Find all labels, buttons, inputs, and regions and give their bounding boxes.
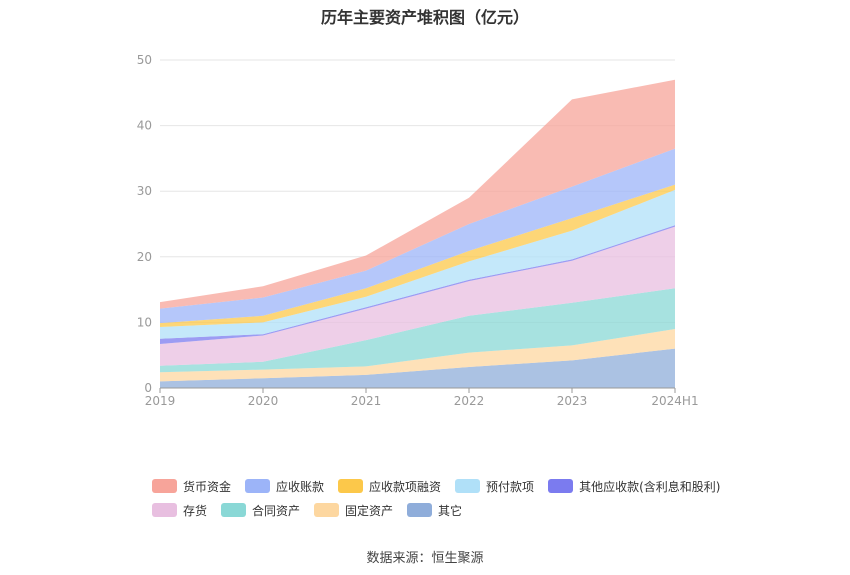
area-合同资产 bbox=[160, 288, 675, 373]
legend-label: 应收款项融资 bbox=[369, 479, 442, 494]
y-tick-label: 50 bbox=[137, 53, 152, 67]
legend-item-其他应收款含利息和股利[interactable]: 其他应收款(含利息和股利) bbox=[548, 478, 720, 495]
legend-swatch bbox=[152, 503, 177, 517]
legend-swatch bbox=[152, 479, 177, 493]
legend-swatch bbox=[338, 479, 364, 493]
legend-item-预付款项[interactable]: 预付款项 bbox=[455, 478, 534, 495]
legend-swatch bbox=[407, 503, 433, 517]
legend-label: 其他应收款(含利息和股利) bbox=[579, 479, 721, 494]
legend-swatch bbox=[221, 503, 247, 517]
legend-label: 其它 bbox=[438, 503, 463, 518]
legend-label: 固定资产 bbox=[345, 503, 394, 518]
legend-item-货币资金[interactable]: 货币资金 bbox=[152, 478, 231, 495]
x-tick-label: 2024H1 bbox=[651, 394, 698, 408]
legend-item-固定资产[interactable]: 固定资产 bbox=[314, 502, 393, 519]
legend-label: 应收账款 bbox=[276, 479, 325, 494]
x-tick-label: 2023 bbox=[557, 394, 588, 408]
legend-item-存货[interactable]: 存货 bbox=[152, 502, 207, 519]
y-tick-label: 20 bbox=[137, 250, 152, 264]
legend-item-合同资产[interactable]: 合同资产 bbox=[221, 502, 300, 519]
source-note: 数据来源：恒生聚源 bbox=[366, 551, 484, 566]
legend-item-应收账款[interactable]: 应收账款 bbox=[245, 478, 324, 495]
legend-swatch bbox=[548, 479, 574, 493]
legend-row: 货币资金 应收账款 应收款项融资 预付款项 其他应收款(含利息和股利) bbox=[152, 474, 752, 498]
area-货币资金 bbox=[160, 79, 675, 309]
legend-swatch bbox=[455, 479, 481, 493]
legend-label: 预付款项 bbox=[486, 479, 535, 494]
y-tick-label: 10 bbox=[137, 315, 152, 329]
legend-row: 存货 合同资产 固定资产 其它 bbox=[152, 498, 752, 522]
legend-label: 货币资金 bbox=[183, 479, 232, 494]
legend: 货币资金 应收账款 应收款项融资 预付款项 其他应收款(含利息和股利) 存货 合同资产 固定资… bbox=[152, 474, 752, 522]
y-tick-label: 40 bbox=[137, 119, 152, 133]
area-存货 bbox=[160, 226, 675, 366]
legend-item-其它[interactable]: 其它 bbox=[407, 502, 462, 519]
area-固定资产 bbox=[160, 329, 675, 382]
area-应收账款 bbox=[160, 148, 675, 324]
legend-label: 存货 bbox=[183, 503, 208, 518]
x-tick-label: 2019 bbox=[145, 394, 176, 408]
legend-swatch bbox=[314, 503, 340, 517]
x-tick-label: 2022 bbox=[454, 394, 485, 408]
x-tick-label: 2021 bbox=[351, 394, 382, 408]
x-tick-label: 2020 bbox=[248, 394, 279, 408]
area-其它 bbox=[160, 348, 675, 388]
y-tick-label: 30 bbox=[137, 184, 152, 198]
legend-swatch bbox=[245, 479, 271, 493]
legend-label: 合同资产 bbox=[252, 503, 301, 518]
y-tick-label: 0 bbox=[144, 381, 152, 395]
chart-title: 历年主要资产堆积图（亿元） bbox=[320, 8, 529, 27]
legend-item-应收款项融资[interactable]: 应收款项融资 bbox=[338, 478, 441, 495]
